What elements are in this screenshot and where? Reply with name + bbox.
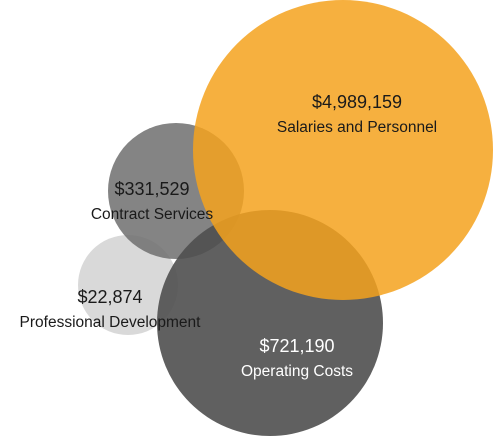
value-label: $331,529	[114, 179, 189, 199]
category-label: Contract Services	[91, 206, 214, 223]
bubble	[78, 235, 178, 335]
value-label: $22,874	[77, 287, 142, 307]
bubble	[193, 0, 493, 300]
category-label: Salaries and Personnel	[277, 119, 437, 136]
category-label: Professional Development	[20, 314, 202, 331]
value-label: $4,989,159	[312, 92, 402, 112]
value-label: $721,190	[259, 336, 334, 356]
category-label: Operating Costs	[241, 363, 353, 380]
